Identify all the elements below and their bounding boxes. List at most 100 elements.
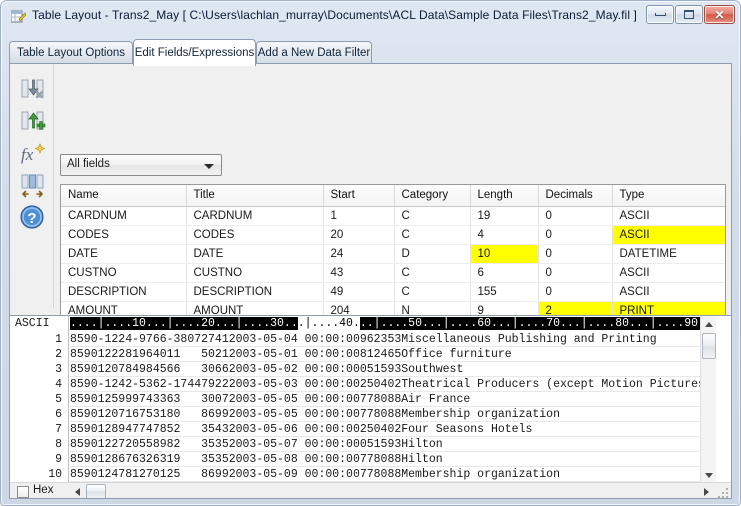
table-cell[interactable]: ASCII	[612, 225, 725, 245]
table-cell[interactable]: 0	[538, 263, 613, 283]
tab-edit-fields-expressions[interactable]: Edit Fields/Expressions	[133, 39, 256, 66]
table-cell[interactable]: 1	[323, 206, 395, 226]
table-cell[interactable]: 4	[470, 225, 539, 245]
data-rows-area: ....|....10...|....20...|....30...|....4…	[70, 316, 716, 483]
vscroll-thumb[interactable]	[702, 333, 716, 359]
column-header-length[interactable]: Length	[470, 185, 539, 207]
hex-checkbox-label[interactable]: Hex	[33, 484, 54, 496]
column-header-name[interactable]: Name	[61, 185, 187, 207]
table-cell[interactable]: 43	[323, 263, 395, 283]
expression-icon[interactable]: fx	[19, 140, 47, 168]
data-hscrollbar[interactable]	[70, 483, 731, 498]
close-button[interactable]: ✕	[704, 5, 735, 24]
table-cell[interactable]: CARDNUM	[61, 206, 187, 226]
scroll-up-button[interactable]	[701, 316, 717, 332]
table-cell[interactable]: CARDNUM	[186, 206, 324, 226]
delete-field-icon[interactable]	[19, 76, 47, 104]
data-row[interactable]: 8590120716753180 86992003-05-05 00:00:00…	[70, 407, 716, 422]
field-filter-value: All fields	[67, 158, 110, 170]
add-field-icon[interactable]	[19, 108, 47, 136]
table-cell[interactable]: DATE	[186, 244, 324, 264]
data-vscrollbar[interactable]	[700, 316, 716, 483]
table-cell[interactable]: 20	[323, 225, 395, 245]
data-row[interactable]: 8590128947747852 35432003-05-06 00:00:00…	[70, 422, 716, 437]
table-cell[interactable]: 19	[470, 206, 539, 226]
hex-checkbox[interactable]	[17, 486, 29, 498]
table-cell[interactable]: 0	[538, 244, 613, 264]
data-row[interactable]: 8590122720558982 35352003-05-07 00:00:00…	[70, 437, 716, 452]
tab-add-a-new-data-filter[interactable]: Add a New Data Filter	[256, 41, 372, 64]
table-row[interactable]: CODES CODES 20 C 4 0 ASCII	[61, 225, 725, 245]
chevron-down-icon	[204, 164, 214, 169]
table-row[interactable]: CUSTNO CUSTNO 43 C 6 0 ASCII	[61, 263, 725, 283]
column-header-category[interactable]: Category	[394, 185, 471, 207]
table-cell[interactable]: DATETIME	[612, 244, 725, 264]
table-cell[interactable]: CUSTNO	[61, 263, 187, 283]
table-cell[interactable]: 155	[470, 282, 539, 302]
table-cell[interactable]: DESCRIPTION	[61, 282, 187, 302]
table-cell[interactable]: DESCRIPTION	[186, 282, 324, 302]
table-cell[interactable]: C	[394, 225, 471, 245]
resize-grip-icon[interactable]	[717, 487, 729, 498]
tab-label: Add a New Data Filter	[257, 47, 371, 59]
fields-toolbar: fx	[10, 64, 54, 308]
data-row[interactable]: 8590120784984566 30662003-05-02 00:00:00…	[70, 362, 716, 377]
column-header-decimals[interactable]: Decimals	[538, 185, 613, 207]
column-header-start[interactable]: Start	[323, 185, 395, 207]
data-scroll-right-button[interactable]	[699, 483, 714, 498]
triangle-right-icon	[704, 487, 709, 496]
row-number: 7	[55, 423, 62, 436]
table-cell[interactable]: C	[394, 206, 471, 226]
data-row[interactable]: 8590-1224-9766-380727412003-05-04 00:00:…	[70, 332, 716, 347]
table-cell[interactable]: CUSTNO	[186, 263, 324, 283]
table-cell[interactable]: 10	[470, 244, 539, 264]
data-row[interactable]: 8590124781270125 86992003-05-09 00:00:00…	[70, 467, 716, 482]
data-row[interactable]: 8590122281964011 50212003-05-01 00:00:00…	[70, 347, 716, 362]
table-cell[interactable]: CODES	[61, 225, 187, 245]
fields-editor-region: fx	[10, 64, 731, 367]
table-cell[interactable]: C	[394, 263, 471, 283]
data-scroll-left-button[interactable]	[70, 483, 85, 498]
table-cell[interactable]: CODES	[186, 225, 324, 245]
table-cell[interactable]: 0	[538, 282, 613, 302]
fields-table-header-row: Name Title Start Category Length Decimal…	[61, 185, 725, 207]
data-row[interactable]: 8590125999743363 30072003-05-05 00:00:00…	[70, 392, 716, 407]
table-row[interactable]: DATE DATE 24 D 10 0 DATETIME	[61, 244, 725, 264]
table-cell[interactable]: DATE	[61, 244, 187, 264]
field-filter-dropdown[interactable]: All fields	[60, 154, 222, 176]
column-header-type[interactable]: Type	[612, 185, 725, 207]
maximize-button[interactable]	[675, 5, 703, 24]
scroll-down-button[interactable]	[701, 467, 717, 483]
table-cell[interactable]: 0	[538, 206, 613, 226]
table-row[interactable]: CARDNUM CARDNUM 1 C 19 0 ASCII	[61, 206, 725, 226]
help-icon[interactable]: ?	[19, 204, 47, 232]
table-cell[interactable]: ASCII	[612, 282, 725, 302]
table-row[interactable]: DESCRIPTION DESCRIPTION 49 C 155 0 ASCII	[61, 282, 725, 302]
row-number: 10	[48, 468, 62, 481]
table-cell[interactable]: 49	[323, 282, 395, 302]
table-cell[interactable]: 24	[323, 244, 395, 264]
data-hscroll-thumb[interactable]	[86, 484, 106, 498]
tab-strip: Table Layout Options Edit Fields/Express…	[9, 39, 732, 66]
data-row[interactable]: 8590-1242-5362-174479222003-05-03 00:00:…	[70, 377, 716, 392]
tab-table-layout-options[interactable]: Table Layout Options	[9, 41, 133, 64]
data-pane-bottom-bar: Hex	[10, 482, 731, 498]
row-number: 2	[55, 348, 62, 361]
minimize-button[interactable]	[646, 5, 674, 24]
table-cell[interactable]: 0	[538, 225, 613, 245]
triangle-left-icon	[75, 487, 80, 496]
row-number-gutter: ASCII 1 2 3 4 5 6 7 8 9 10	[10, 316, 69, 483]
data-mode-label: ASCII	[15, 317, 50, 330]
table-cell[interactable]: 6	[470, 263, 539, 283]
table-cell[interactable]: C	[394, 282, 471, 302]
table-cell[interactable]: D	[394, 244, 471, 264]
minimize-icon	[647, 6, 673, 23]
table-cell[interactable]: ASCII	[612, 263, 725, 283]
table-layout-icon	[10, 10, 27, 24]
column-header-title[interactable]: Title	[186, 185, 324, 207]
table-cell[interactable]: ASCII	[612, 206, 725, 226]
reorder-columns-icon[interactable]	[19, 172, 47, 200]
tab-label: Edit Fields/Expressions	[134, 47, 255, 59]
data-row[interactable]: 8590128676326319 35352003-05-08 00:00:00…	[70, 452, 716, 467]
maximize-icon	[676, 6, 702, 23]
